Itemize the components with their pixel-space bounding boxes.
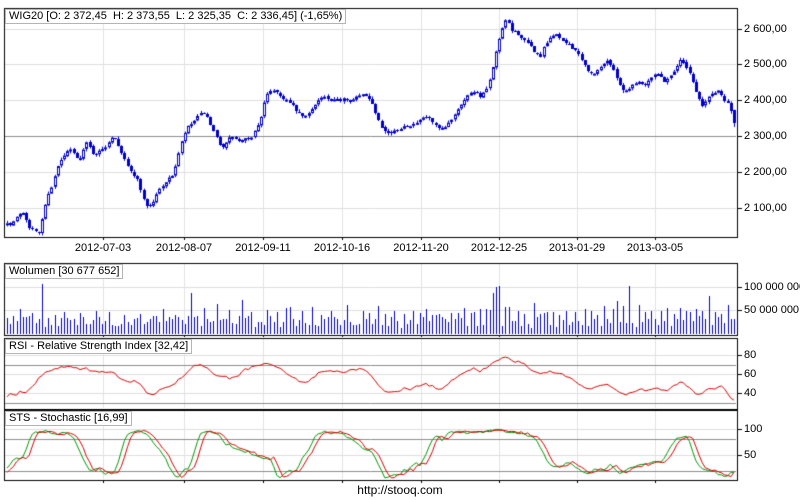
y-axis-label-rsi: 60 <box>744 368 757 380</box>
x-axis-label: 2012-09-11 <box>235 242 291 254</box>
y-axis-label-price: 2 500,00 <box>744 58 787 70</box>
footer-url: http://stooq.com <box>357 483 443 497</box>
x-axis-label: 2012-11-20 <box>393 242 449 254</box>
y-axis-label-price: 2 300,00 <box>744 130 787 142</box>
sts-panel-title: STS - Stochastic [16,99] <box>5 411 132 426</box>
x-axis-label: 2012-08-07 <box>155 242 213 254</box>
y-axis-label-sts: 100 <box>744 423 763 435</box>
volume-panel-title: Wolumen [30 677 652] <box>5 264 124 279</box>
x-axis-label: 2012-07-03 <box>74 242 132 254</box>
price-panel-title: WIG20 [O: 2 372,45 H: 2 373,55 L: 2 325,… <box>5 9 347 24</box>
y-axis-label-rsi: 80 <box>744 349 757 361</box>
y-axis-label-rsi: 40 <box>744 387 757 399</box>
x-axis-label: 2012-10-16 <box>313 242 371 254</box>
y-axis-label-price: 2 100,00 <box>744 202 787 214</box>
y-axis-label-price: 2 200,00 <box>744 166 787 178</box>
y-axis-label-price: 2 400,00 <box>744 94 787 106</box>
x-axis-label: 2013-01-29 <box>548 242 606 254</box>
x-axis-label: 2012-12-25 <box>470 242 528 254</box>
y-axis-label-sts: 50 <box>744 449 757 461</box>
y-axis-label-price: 2 600,00 <box>744 23 787 35</box>
y-axis-label-volume: 100 000 000 <box>744 281 800 293</box>
y-axis-label-volume: 50 000 000 <box>744 304 800 316</box>
x-axis-label: 2013-03-05 <box>626 242 684 254</box>
rsi-panel-title: RSI - Relative Strength Index [32,42] <box>5 339 193 354</box>
